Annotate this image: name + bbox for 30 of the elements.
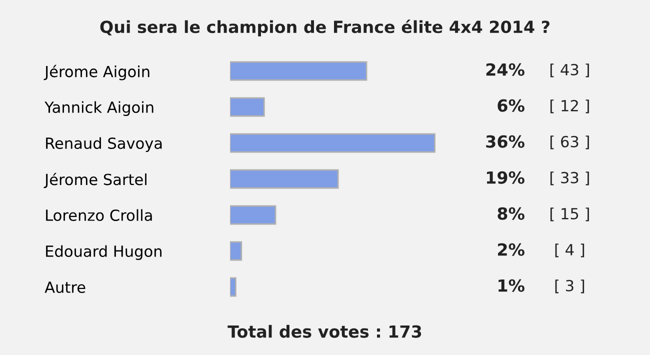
data-label: 19% <box>486 171 524 184</box>
data-label: 24% <box>486 63 524 76</box>
y-tick-label: Autre <box>44 282 86 294</box>
data-label: 2% <box>498 243 524 256</box>
data-label: 1% <box>498 279 524 292</box>
data-label: 36% <box>486 135 524 148</box>
text: [ 3 ] <box>555 280 584 294</box>
y-tick-label: Yannick Aigoin <box>44 101 154 116</box>
text: [ 15 ] <box>550 208 589 222</box>
y-tick-label: Lorenzo Crolla <box>46 209 152 222</box>
bar <box>230 97 265 117</box>
text: [ 4 ] <box>555 244 584 258</box>
text: [ 43 ] <box>550 64 589 78</box>
y-tick-label: Renaud Savoya <box>46 137 162 152</box>
chart-title: Qui sera le champion de France élite 4x4 2014 ? <box>100 20 550 36</box>
text: [ 33 ] <box>550 172 589 186</box>
bar <box>230 277 236 297</box>
y-tick-label: Jérome Aigoin <box>44 64 150 80</box>
text: [ 63 ] <box>550 136 589 150</box>
data-label: 6% <box>498 99 524 112</box>
text: [ 12 ] <box>550 100 589 114</box>
bar <box>230 169 339 189</box>
y-tick-label: Jérome Sartel <box>44 172 146 188</box>
data-label: 8% <box>498 207 524 220</box>
bar <box>230 61 368 81</box>
bar <box>230 205 276 225</box>
text: Total des votes : 173 <box>228 324 422 338</box>
bar <box>230 133 436 153</box>
y-tick-label: Edouard Hugon <box>46 245 162 260</box>
bar <box>230 241 242 261</box>
